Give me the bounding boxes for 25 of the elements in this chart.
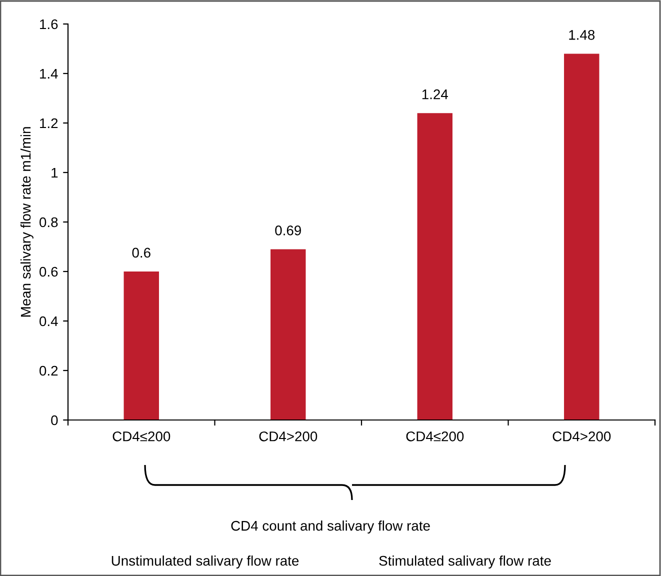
- bar: [270, 249, 306, 420]
- y-tick-label: 1: [52, 168, 58, 178]
- y-tick-label: 1.2: [40, 118, 58, 128]
- y-tick-label: 0.8: [40, 217, 58, 228]
- x-tick-label: CD4≤200: [112, 431, 170, 442]
- data-label: 1.24: [422, 89, 448, 100]
- bar: [417, 113, 452, 420]
- y-tick-label: 0: [51, 415, 58, 426]
- x-tick-label: CD4>200: [552, 431, 611, 442]
- y-tick-label: 1.4: [40, 68, 58, 79]
- data-label: 0.69: [275, 226, 301, 236]
- bar: [124, 272, 159, 420]
- y-tick-label: 0.2: [40, 366, 58, 376]
- bar: [564, 54, 600, 420]
- data-label: 0.6: [132, 248, 150, 258]
- text: CD4 count and salivary flow rate: [231, 520, 430, 534]
- x-tick-label: CD4≤200: [406, 431, 464, 442]
- y-tick-label: 0.6: [40, 266, 58, 277]
- text: Stimulated salivary flow rate: [379, 556, 551, 568]
- y-axis-title: Mean salivary flow rate m1/min: [20, 127, 34, 317]
- text: Unstimulated salivary flow rate: [112, 556, 299, 568]
- x-tick-label: CD4>200: [259, 431, 318, 442]
- y-tick-label: 0.4: [40, 316, 58, 326]
- y-tick-label: 1.6: [40, 19, 58, 30]
- data-label: 1.48: [569, 30, 595, 40]
